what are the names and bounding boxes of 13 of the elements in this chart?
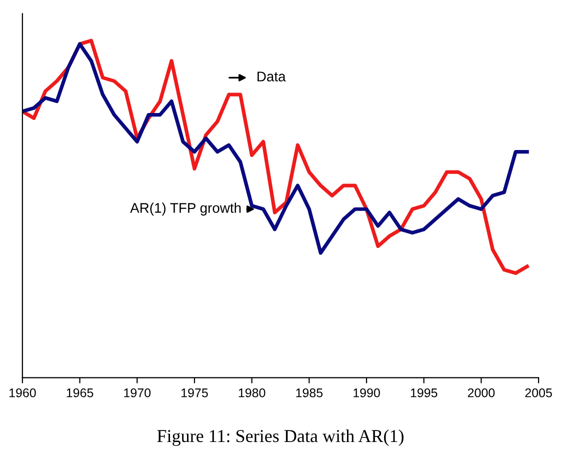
x-tick-label: 1990 bbox=[354, 388, 380, 398]
x-tick-label: 2005 bbox=[525, 388, 552, 398]
x-tick-label: 1975 bbox=[182, 388, 208, 398]
x-tick-label: 1980 bbox=[238, 388, 266, 398]
x-tick-label: 1965 bbox=[66, 388, 94, 398]
caption: Figure 11: Series Data with AR(1) bbox=[157, 429, 404, 446]
series-label: Data bbox=[258, 72, 286, 82]
x-tick-label: 1995 bbox=[410, 388, 438, 398]
x-tick-label: 1970 bbox=[124, 388, 151, 398]
x-tick-label: 1960 bbox=[9, 388, 36, 398]
x-tick-label: 1985 bbox=[296, 388, 323, 398]
series-label: AR(1) TFP growth bbox=[130, 202, 241, 216]
x-tick-label: 2000 bbox=[468, 388, 495, 398]
